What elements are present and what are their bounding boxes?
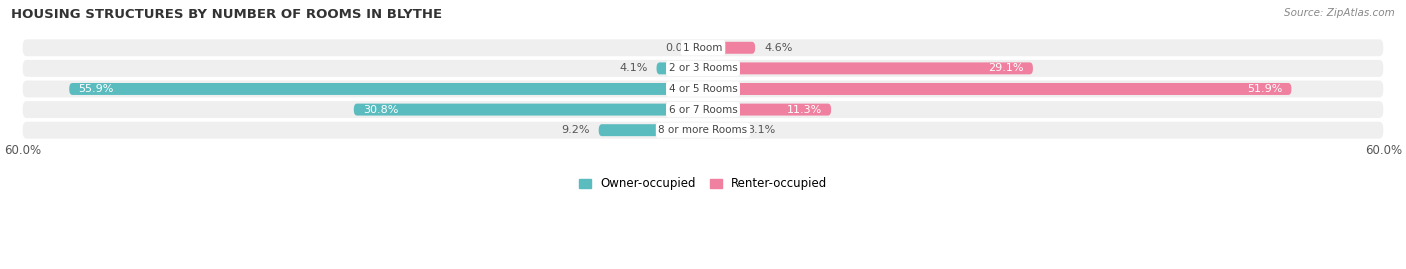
Text: 0.0%: 0.0% [665,43,695,53]
FancyBboxPatch shape [703,124,738,136]
Text: 3.1%: 3.1% [747,125,776,135]
FancyBboxPatch shape [703,83,1292,95]
Text: 1 Room: 1 Room [683,43,723,53]
Text: 6 or 7 Rooms: 6 or 7 Rooms [669,105,737,115]
Text: 51.9%: 51.9% [1247,84,1282,94]
Text: 9.2%: 9.2% [561,125,589,135]
FancyBboxPatch shape [703,62,1033,74]
Text: 4.1%: 4.1% [619,63,647,73]
Text: 11.3%: 11.3% [787,105,823,115]
FancyBboxPatch shape [22,39,1384,56]
Text: 2 or 3 Rooms: 2 or 3 Rooms [669,63,737,73]
FancyBboxPatch shape [22,122,1384,139]
Text: 55.9%: 55.9% [79,84,114,94]
Text: HOUSING STRUCTURES BY NUMBER OF ROOMS IN BLYTHE: HOUSING STRUCTURES BY NUMBER OF ROOMS IN… [11,8,443,21]
FancyBboxPatch shape [703,104,831,116]
FancyBboxPatch shape [354,104,703,116]
FancyBboxPatch shape [599,124,703,136]
Text: 8 or more Rooms: 8 or more Rooms [658,125,748,135]
FancyBboxPatch shape [22,60,1384,77]
FancyBboxPatch shape [657,62,703,74]
Legend: Owner-occupied, Renter-occupied: Owner-occupied, Renter-occupied [579,177,827,190]
Text: 29.1%: 29.1% [988,63,1024,73]
FancyBboxPatch shape [69,83,703,95]
FancyBboxPatch shape [703,42,755,54]
Text: Source: ZipAtlas.com: Source: ZipAtlas.com [1284,8,1395,18]
FancyBboxPatch shape [22,101,1384,118]
Text: 4.6%: 4.6% [765,43,793,53]
FancyBboxPatch shape [22,80,1384,97]
Text: 4 or 5 Rooms: 4 or 5 Rooms [669,84,737,94]
Text: 30.8%: 30.8% [363,105,398,115]
